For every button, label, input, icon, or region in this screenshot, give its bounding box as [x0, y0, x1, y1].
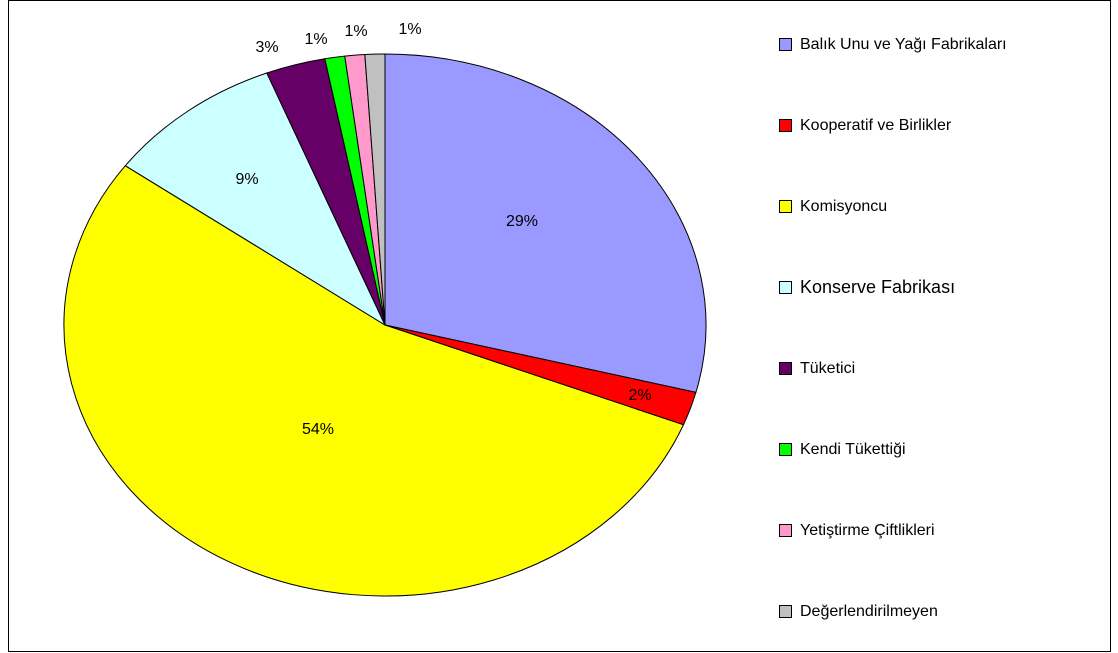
pie-slice [364, 53, 386, 326]
legend-label: Değerlendirilmeyen [800, 603, 938, 620]
legend-swatch [779, 38, 792, 51]
legend-swatch [779, 362, 792, 375]
legend-swatch [779, 281, 792, 294]
legend-label: Tüketici [800, 360, 855, 377]
data-label: 3% [255, 39, 278, 56]
legend-swatch [779, 524, 792, 537]
legend-label: Komisyoncu [800, 198, 887, 215]
legend-label: Kendi Tükettiği [800, 441, 906, 458]
legend-swatch [779, 200, 792, 213]
legend-swatch [779, 119, 792, 132]
data-label: 2% [628, 387, 651, 404]
data-label: 29% [506, 213, 538, 230]
data-label: 1% [344, 23, 367, 40]
legend-label: Yetiştirme Çiftlikleri [800, 522, 935, 539]
pie-slice [124, 72, 387, 327]
legend-label: Balık Unu ve Yağı Fabrikaları [800, 36, 1007, 53]
data-label: 1% [304, 31, 327, 48]
legend-swatch [779, 443, 792, 456]
data-label: 9% [235, 171, 258, 188]
pie-slice [384, 53, 707, 393]
legend-label: Konserve Fabrikası [800, 277, 955, 297]
data-label: 54% [302, 421, 334, 438]
legend-label: Kooperatif ve Birlikler [800, 117, 952, 134]
data-label: 1% [398, 21, 421, 38]
legend-swatch [779, 605, 792, 618]
pie-slice [63, 165, 685, 597]
